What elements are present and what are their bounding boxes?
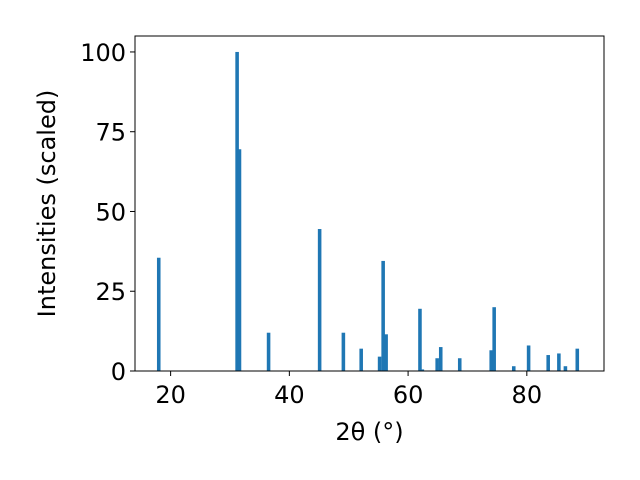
y-tick-label: 50 [95, 198, 126, 226]
x-tick-label: 80 [512, 381, 543, 409]
x-axis: 20 40 60 80 [155, 371, 542, 409]
x-axis-label: 2θ (°) [335, 418, 403, 446]
x-tick-label: 40 [274, 381, 305, 409]
bar [489, 350, 493, 371]
y-tick-label: 100 [80, 39, 126, 67]
bar [384, 334, 388, 371]
bar [377, 356, 382, 371]
bar [563, 366, 568, 371]
bars [156, 51, 580, 371]
bar [237, 149, 242, 371]
y-tick-label: 25 [95, 278, 126, 306]
y-tick-label: 75 [95, 119, 126, 147]
bar [381, 260, 385, 371]
bar [156, 257, 161, 371]
bar [420, 369, 425, 371]
bar [435, 358, 439, 371]
bar [359, 348, 363, 371]
bar [526, 345, 531, 371]
y-tick-label: 0 [111, 358, 126, 386]
bar [511, 366, 516, 371]
bar [457, 358, 462, 371]
bar [546, 355, 550, 371]
bar [266, 332, 271, 371]
plot-frame [134, 35, 605, 372]
bar [575, 348, 580, 371]
y-axis: 0 25 50 75 100 [80, 39, 135, 386]
bar [492, 307, 496, 371]
bar [557, 353, 561, 371]
bar [317, 229, 322, 371]
x-tick-label: 60 [393, 381, 424, 409]
x-tick-label: 20 [155, 381, 186, 409]
bar [418, 308, 422, 371]
y-axis-label: Intensities (scaled) [33, 90, 61, 318]
bar [438, 347, 443, 371]
bar [235, 51, 239, 371]
bar [341, 332, 346, 371]
